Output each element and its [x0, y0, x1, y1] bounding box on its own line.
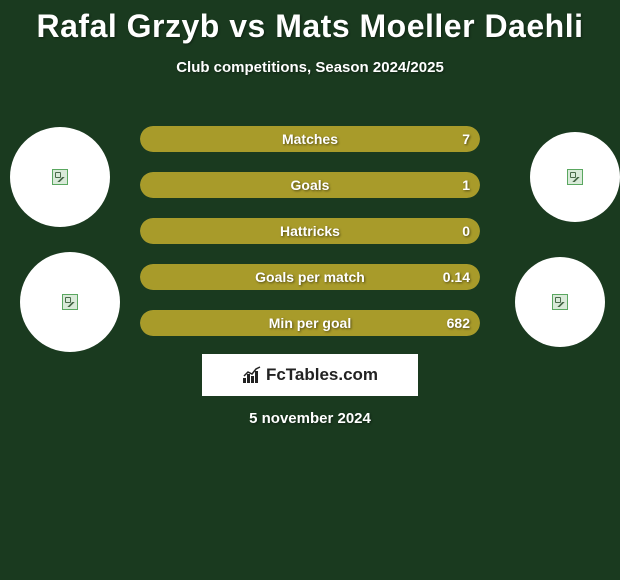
- stat-row: Min per goal682: [140, 310, 480, 336]
- stat-value: 1: [462, 172, 470, 198]
- stats-container: Matches7Goals1Hattricks0Goals per match0…: [140, 126, 480, 356]
- stat-label: Hattricks: [140, 218, 480, 244]
- stat-row: Goals per match0.14: [140, 264, 480, 290]
- chart-icon: [242, 366, 262, 384]
- fctables-logo[interactable]: FcTables.com: [202, 354, 418, 396]
- broken-image-icon: [52, 169, 68, 185]
- broken-image-icon: [567, 169, 583, 185]
- stat-value: 7: [462, 126, 470, 152]
- stat-label: Matches: [140, 126, 480, 152]
- stat-label: Goals: [140, 172, 480, 198]
- stat-value: 0.14: [443, 264, 470, 290]
- player-left-avatar-bottom: [20, 252, 120, 352]
- stat-label: Min per goal: [140, 310, 480, 336]
- player-right-avatar-bottom: [515, 257, 605, 347]
- stat-row: Hattricks0: [140, 218, 480, 244]
- broken-image-icon: [552, 294, 568, 310]
- stat-row: Matches7: [140, 126, 480, 152]
- stat-label: Goals per match: [140, 264, 480, 290]
- stat-row: Goals1: [140, 172, 480, 198]
- page-title: Rafal Grzyb vs Mats Moeller Daehli: [0, 0, 620, 45]
- stat-value: 682: [447, 310, 470, 336]
- player-right-avatar-top: [530, 132, 620, 222]
- logo-text: FcTables.com: [266, 365, 378, 385]
- player-left-avatar-top: [10, 127, 110, 227]
- subtitle: Club competitions, Season 2024/2025: [0, 59, 620, 76]
- stat-value: 0: [462, 218, 470, 244]
- date-text: 5 november 2024: [0, 410, 620, 427]
- broken-image-icon: [62, 294, 78, 310]
